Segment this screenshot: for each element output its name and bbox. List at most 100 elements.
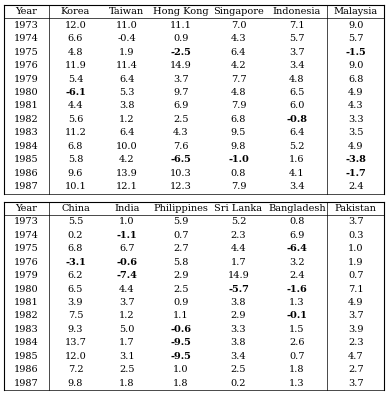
Text: 5.3: 5.3 [119, 88, 135, 97]
Text: 4.4: 4.4 [119, 285, 135, 294]
Text: 3.8: 3.8 [231, 298, 246, 307]
Text: 1975: 1975 [14, 244, 39, 253]
Text: 3.7: 3.7 [119, 298, 135, 307]
Text: 2.5: 2.5 [173, 285, 189, 294]
Text: 4.2: 4.2 [119, 155, 135, 164]
Text: 3.9: 3.9 [68, 298, 83, 307]
Text: 5.8: 5.8 [68, 155, 83, 164]
Text: 0.3: 0.3 [348, 231, 364, 240]
Text: 12.0: 12.0 [64, 352, 86, 361]
Text: 5.6: 5.6 [68, 115, 83, 124]
Text: 0.8: 0.8 [289, 217, 305, 226]
Text: 7.9: 7.9 [231, 182, 246, 191]
Text: 1.7: 1.7 [230, 257, 246, 266]
Text: 4.2: 4.2 [230, 61, 246, 70]
Text: -1.1: -1.1 [116, 231, 137, 240]
Text: 7.2: 7.2 [68, 365, 83, 374]
Text: -1.5: -1.5 [345, 48, 366, 57]
Text: -0.6: -0.6 [116, 257, 137, 266]
Text: 5.2: 5.2 [231, 217, 246, 226]
Text: 1987: 1987 [14, 182, 39, 191]
Text: 2.9: 2.9 [173, 271, 189, 280]
Text: 11.9: 11.9 [64, 61, 86, 70]
Text: -7.4: -7.4 [116, 271, 137, 280]
Text: 1985: 1985 [14, 352, 39, 361]
Text: 1.5: 1.5 [289, 325, 305, 334]
Text: 1980: 1980 [14, 88, 39, 97]
Text: -0.8: -0.8 [286, 115, 307, 124]
Text: Malaysia: Malaysia [334, 7, 378, 16]
Text: 10.0: 10.0 [116, 142, 138, 151]
Text: 2.4: 2.4 [289, 271, 305, 280]
Text: -9.5: -9.5 [170, 352, 191, 361]
Text: -6.5: -6.5 [170, 155, 191, 164]
Text: 4.8: 4.8 [289, 75, 305, 84]
Text: 1986: 1986 [14, 169, 39, 178]
Text: 1986: 1986 [14, 365, 39, 374]
Text: 6.8: 6.8 [68, 244, 83, 253]
Text: 12.3: 12.3 [170, 182, 192, 191]
Text: 5.0: 5.0 [119, 325, 134, 334]
Text: -6.4: -6.4 [287, 244, 307, 253]
Text: 4.4: 4.4 [230, 244, 246, 253]
Text: 5.5: 5.5 [68, 217, 83, 226]
Text: 4.9: 4.9 [348, 88, 364, 97]
Text: Sri Lanka: Sri Lanka [215, 204, 262, 213]
Text: 1981: 1981 [14, 298, 39, 307]
Text: 13.7: 13.7 [64, 338, 87, 347]
Text: -1.6: -1.6 [287, 285, 307, 294]
Text: Year: Year [16, 204, 37, 213]
Text: Philippines: Philippines [153, 204, 208, 213]
Text: -6.1: -6.1 [65, 88, 86, 97]
Text: 9.0: 9.0 [348, 61, 364, 70]
Text: 2.4: 2.4 [348, 182, 364, 191]
Text: 1.8: 1.8 [289, 365, 305, 374]
Text: 12.0: 12.0 [64, 21, 86, 30]
Text: 1.0: 1.0 [348, 244, 364, 253]
Text: 1976: 1976 [14, 61, 39, 70]
Text: 3.5: 3.5 [348, 129, 364, 138]
Text: China: China [61, 204, 90, 213]
Text: 6.7: 6.7 [119, 244, 135, 253]
Text: 5.2: 5.2 [289, 142, 305, 151]
Text: 1985: 1985 [14, 155, 39, 164]
Text: 1982: 1982 [14, 311, 39, 320]
Text: 4.3: 4.3 [230, 34, 246, 43]
Text: 3.3: 3.3 [348, 115, 364, 124]
Text: 1976: 1976 [14, 257, 39, 266]
Text: 1.9: 1.9 [348, 257, 364, 266]
Text: 11.1: 11.1 [170, 21, 192, 30]
Text: 1983: 1983 [14, 129, 39, 138]
Text: 4.3: 4.3 [173, 129, 189, 138]
Text: 1.0: 1.0 [119, 217, 135, 226]
Text: 7.0: 7.0 [231, 21, 246, 30]
Text: 1.8: 1.8 [173, 379, 189, 388]
Text: 1975: 1975 [14, 48, 39, 57]
Text: 1979: 1979 [14, 75, 39, 84]
Text: 1.8: 1.8 [119, 379, 135, 388]
Text: 4.9: 4.9 [348, 298, 364, 307]
Text: 4.9: 4.9 [348, 142, 364, 151]
Text: -1.7: -1.7 [345, 169, 366, 178]
Text: 0.7: 0.7 [173, 231, 189, 240]
Text: Year: Year [16, 7, 37, 16]
Text: 1983: 1983 [14, 325, 39, 334]
Text: 3.7: 3.7 [289, 48, 305, 57]
Text: 9.0: 9.0 [348, 21, 364, 30]
Text: Pakistan: Pakistan [335, 204, 377, 213]
Text: 1981: 1981 [14, 101, 39, 110]
Text: 6.8: 6.8 [348, 75, 364, 84]
Text: 1.3: 1.3 [289, 379, 305, 388]
Text: 6.4: 6.4 [289, 129, 305, 138]
Text: -1.0: -1.0 [228, 155, 249, 164]
Text: 1974: 1974 [14, 231, 39, 240]
Text: 0.2: 0.2 [68, 231, 83, 240]
Text: 3.4: 3.4 [230, 352, 246, 361]
Text: 2.7: 2.7 [173, 244, 189, 253]
Text: 1973: 1973 [14, 21, 39, 30]
Text: 0.9: 0.9 [173, 298, 189, 307]
Text: 6.5: 6.5 [289, 88, 305, 97]
Text: Singapore: Singapore [213, 7, 264, 16]
Text: 7.1: 7.1 [348, 285, 364, 294]
Text: 1.1: 1.1 [173, 311, 189, 320]
